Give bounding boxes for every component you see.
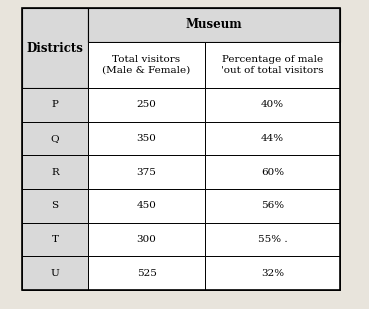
Text: 250: 250: [137, 100, 156, 109]
Text: 55% .: 55% .: [258, 235, 287, 244]
Bar: [205, 88, 340, 122]
Bar: [205, 42, 340, 88]
Bar: [88, 42, 205, 88]
Text: Districts: Districts: [27, 41, 83, 54]
Bar: [22, 223, 88, 256]
Text: T: T: [52, 235, 59, 244]
Text: 350: 350: [137, 134, 156, 143]
Bar: [88, 155, 205, 189]
Text: Museum: Museum: [186, 19, 242, 32]
Bar: [22, 122, 88, 155]
Text: 60%: 60%: [261, 168, 284, 177]
Text: R: R: [51, 168, 59, 177]
Bar: [22, 88, 88, 122]
Text: S: S: [51, 201, 59, 210]
Bar: [88, 122, 205, 155]
Bar: [22, 8, 340, 290]
Text: Total visitors
(Male & Female): Total visitors (Male & Female): [102, 55, 191, 75]
Text: 40%: 40%: [261, 100, 284, 109]
Bar: [88, 256, 205, 290]
Text: U: U: [51, 269, 59, 278]
Text: 56%: 56%: [261, 201, 284, 210]
Bar: [205, 122, 340, 155]
Bar: [205, 155, 340, 189]
Bar: [88, 88, 205, 122]
Text: 375: 375: [137, 168, 156, 177]
Bar: [22, 256, 88, 290]
Text: 44%: 44%: [261, 134, 284, 143]
Text: P: P: [52, 100, 58, 109]
Bar: [88, 189, 205, 223]
Text: 300: 300: [137, 235, 156, 244]
Text: 32%: 32%: [261, 269, 284, 278]
Bar: [22, 8, 88, 88]
Text: 525: 525: [137, 269, 156, 278]
Bar: [22, 189, 88, 223]
Bar: [88, 223, 205, 256]
Text: Percentage of male
'out of total visitors: Percentage of male 'out of total visitor…: [221, 55, 324, 75]
Bar: [205, 256, 340, 290]
Bar: [205, 223, 340, 256]
Text: 450: 450: [137, 201, 156, 210]
Text: Q: Q: [51, 134, 59, 143]
Bar: [205, 189, 340, 223]
Bar: [88, 8, 340, 42]
Bar: [22, 155, 88, 189]
